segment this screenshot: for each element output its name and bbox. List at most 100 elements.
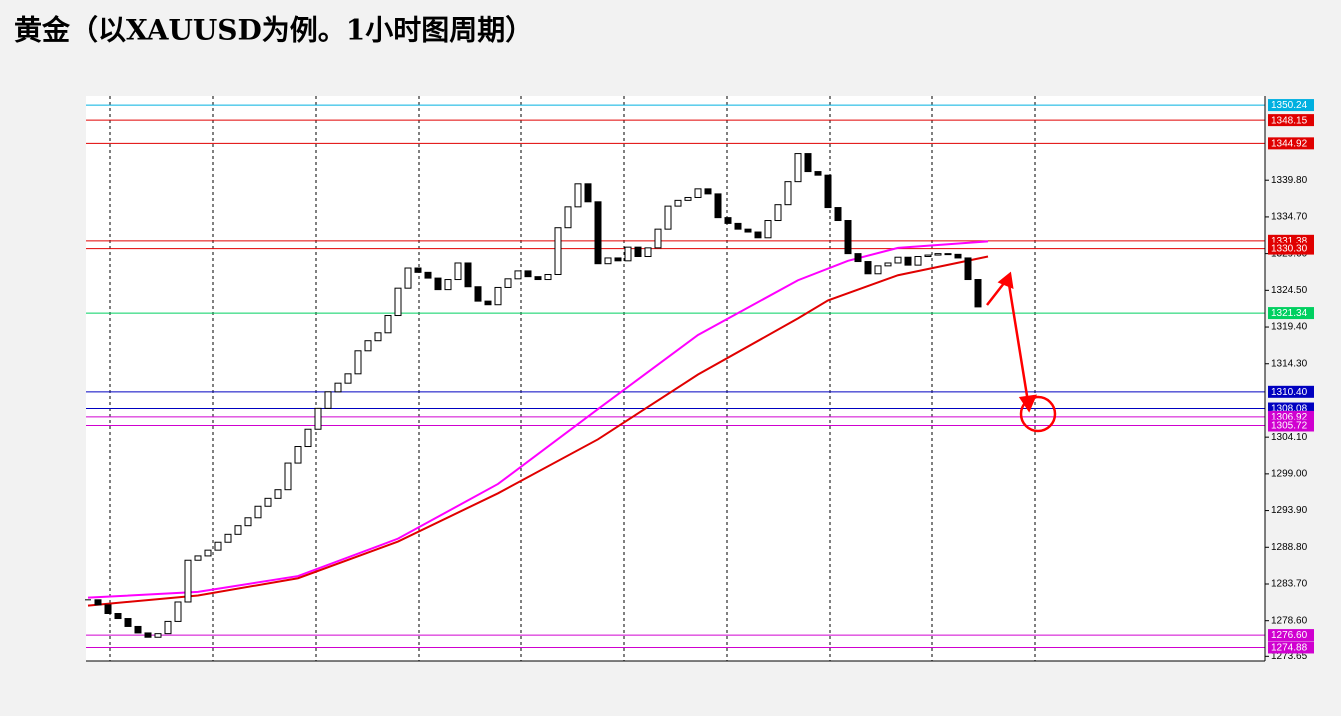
candle: [694, 188, 702, 198]
level-label: 1274.88: [1271, 643, 1308, 654]
candle: [104, 604, 112, 614]
plot-area: [86, 96, 1265, 661]
candle: [754, 231, 762, 239]
candle: [814, 171, 822, 176]
candle: [914, 256, 922, 266]
candle: [924, 254, 932, 258]
plot-layer: [85, 96, 1265, 661]
candle: [584, 183, 592, 203]
candle: [664, 205, 672, 230]
candle: [144, 632, 152, 638]
candle: [134, 625, 142, 634]
candle: [414, 267, 422, 273]
candle: [274, 489, 282, 499]
level-label-box: [1268, 385, 1314, 398]
y-tick-label: 1293.90: [1271, 505, 1308, 516]
candle: [484, 300, 492, 306]
candle: [714, 193, 722, 219]
candle: [764, 220, 772, 239]
candle: [94, 599, 102, 606]
candle: [304, 428, 312, 448]
candle: [734, 222, 742, 230]
candle: [184, 559, 192, 603]
candle: [864, 261, 872, 275]
moving-average: [87, 240, 989, 599]
level-label: 1348.15: [1271, 115, 1308, 126]
candle: [794, 153, 802, 183]
candle: [354, 350, 362, 375]
candle: [564, 206, 572, 229]
candle: [254, 505, 262, 519]
candle: [834, 207, 842, 222]
level-label-box: [1268, 641, 1314, 654]
candle: [874, 265, 882, 275]
candle: [424, 271, 432, 279]
level-label: 1344.92: [1271, 138, 1308, 149]
level-label: 1308.08: [1271, 404, 1308, 415]
candle: [154, 633, 162, 638]
candle: [744, 228, 752, 233]
y-tick-label: 1339.80: [1271, 175, 1308, 186]
y-tick-label: 1314.30: [1271, 358, 1308, 369]
candle: [824, 174, 832, 209]
candle: [494, 286, 502, 306]
candle: [194, 555, 202, 561]
y-tick-label: 1278.60: [1271, 615, 1308, 626]
candle: [644, 247, 652, 258]
candle: [474, 286, 482, 302]
candle: [314, 407, 322, 430]
level-label: 1350.24: [1271, 100, 1308, 111]
level-label-box: [1268, 137, 1314, 150]
candle: [774, 204, 782, 222]
candle: [454, 262, 462, 281]
candle: [634, 246, 642, 258]
candle: [804, 153, 812, 173]
candle: [954, 253, 962, 259]
candle: [464, 262, 472, 288]
candle: [904, 256, 912, 266]
candle: [394, 287, 402, 317]
y-tick-label: 1299.00: [1271, 469, 1308, 480]
candle: [514, 270, 522, 280]
candle: [684, 196, 692, 201]
level-label: 1310.40: [1271, 387, 1308, 398]
y-tick-label: 1283.70: [1271, 579, 1308, 590]
level-label: 1321.34: [1271, 308, 1308, 319]
candle: [444, 279, 452, 291]
candle: [524, 270, 532, 278]
candle: [434, 277, 442, 291]
candle: [974, 279, 982, 308]
candle: [934, 253, 942, 256]
candle: [164, 620, 172, 635]
candle: [894, 256, 902, 264]
candle: [534, 276, 542, 281]
candle: [384, 315, 392, 334]
candle: [614, 257, 622, 262]
candle: [124, 618, 132, 627]
candle: [244, 517, 252, 527]
arrow-head-up: [997, 271, 1014, 290]
candle: [344, 373, 352, 384]
candle: [554, 227, 562, 275]
candle: [544, 273, 552, 281]
y-tick-label: 1273.65: [1271, 651, 1308, 662]
level-label: 1276.60: [1271, 630, 1308, 641]
candle: [364, 340, 372, 352]
candle: [674, 199, 682, 207]
candle: [704, 188, 712, 195]
level-label: 1306.92: [1271, 412, 1308, 423]
candle: [324, 391, 332, 409]
level-label-box: [1268, 307, 1314, 320]
candle: [784, 181, 792, 206]
candle: [604, 257, 612, 265]
level-label-box: [1268, 242, 1314, 255]
candle: [284, 462, 292, 491]
level-label-box: [1268, 99, 1314, 112]
candle: [374, 332, 382, 342]
annotation-arrow: [986, 271, 1057, 433]
y-tick-label: 1334.70: [1271, 212, 1308, 223]
level-label: 1331.38: [1271, 236, 1308, 247]
candle: [234, 525, 242, 535]
candle: [264, 497, 272, 507]
level-label-box: [1268, 629, 1314, 642]
